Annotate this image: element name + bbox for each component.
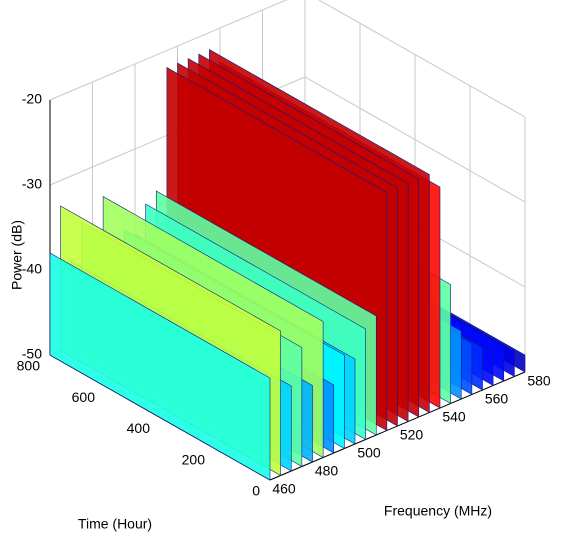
x-axis-title: Frequency (MHz) <box>384 503 492 519</box>
x-tick-label: 580 <box>527 373 551 389</box>
z-tick-label: -50 <box>22 346 42 362</box>
y-tick-label: 0 <box>252 483 260 499</box>
x-tick-label: 520 <box>400 427 424 443</box>
grid-line <box>318 0 526 118</box>
z-tick-label: -20 <box>22 91 42 107</box>
x-tick-label: 500 <box>357 445 381 461</box>
labels: -50 -40 -30 -20 0 200 400 600 800 460 480 500 520 540… <box>17 91 551 499</box>
y-axis-title: Time (Hour) <box>78 516 152 532</box>
z-axis-title: Power (dB) <box>9 220 25 290</box>
spectrum-slice <box>49 252 271 481</box>
grid-line <box>49 0 288 101</box>
x-tick-label: 560 <box>485 391 509 407</box>
x-tick-label: 540 <box>442 409 466 425</box>
surface <box>49 48 526 481</box>
z-tick-label: -30 <box>22 176 42 192</box>
y-tick-label: 200 <box>182 451 206 467</box>
z-tick-label: -40 <box>22 261 42 277</box>
x-tick-label: 480 <box>315 463 339 479</box>
y-tick-label: 800 <box>17 358 41 374</box>
x-tick-label: 460 <box>272 481 296 497</box>
y-tick-label: 600 <box>72 389 96 405</box>
grid-line <box>304 76 526 203</box>
y-tick-label: 400 <box>127 420 151 436</box>
